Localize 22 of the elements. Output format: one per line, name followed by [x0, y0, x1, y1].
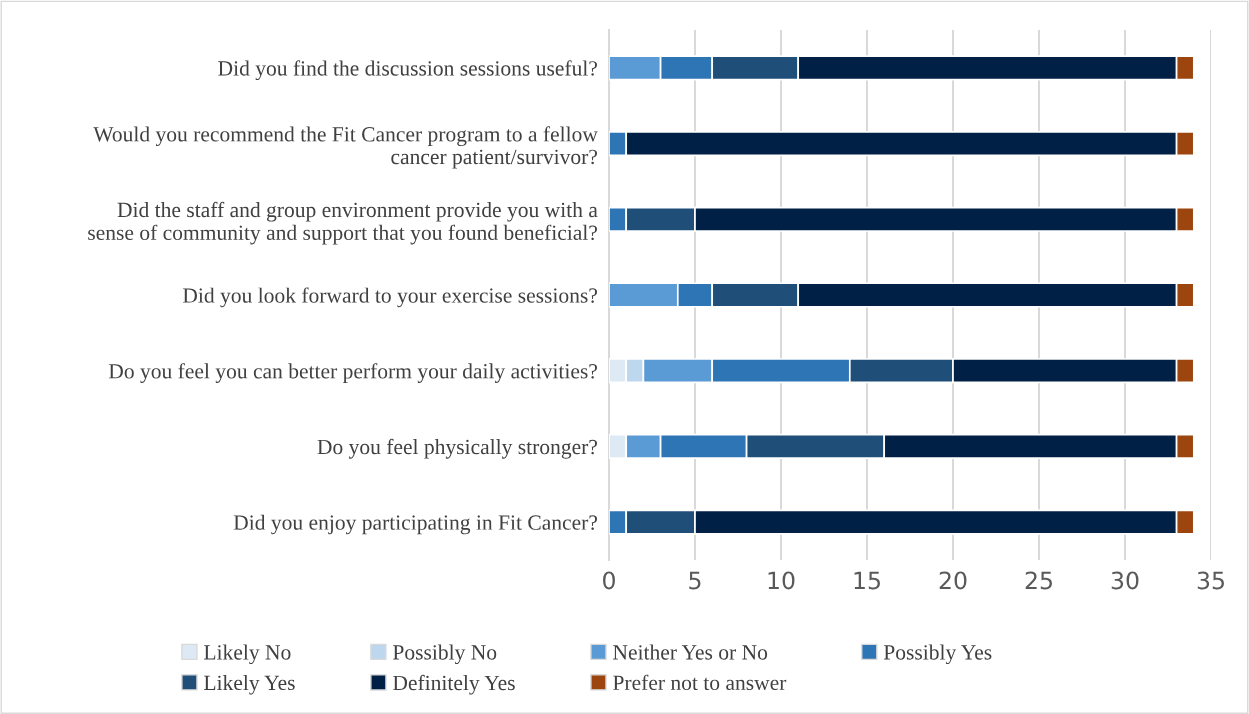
- x-tick-label: 5: [689, 571, 701, 590]
- x-tick-label: 10: [768, 571, 795, 590]
- y-tick-label: Did you look forward to your exercise sessions?: [182, 287, 597, 308]
- legend-label: Possibly Yes: [883, 644, 992, 665]
- y-tick-label: Do you feel you can better perform your daily activities?: [108, 363, 597, 383]
- legend-label: Likely Yes: [204, 674, 295, 695]
- x-tick-label: 25: [1025, 571, 1052, 590]
- legend-label: Likely No: [204, 644, 291, 665]
- legend-label: Definitely Yes: [393, 674, 515, 695]
- x-tick-label: 35: [1197, 571, 1224, 590]
- x-tick-label: 15: [854, 571, 880, 590]
- legend-label: Neither Yes or No: [613, 644, 768, 660]
- y-tick-label: Do you feel physically stronger?: [317, 438, 597, 459]
- x-tick-label: 0: [603, 571, 615, 590]
- x-tick-label: 30: [1111, 571, 1139, 590]
- legend-label: Prefer not to answer: [613, 674, 787, 691]
- legend-label: Possibly No: [393, 644, 497, 665]
- y-tick-label: Did you find the discussion sessions useful?: [218, 60, 597, 81]
- y-tick-label: Would you recommend the Fit Cancer program to a fellow cancer patient/survivor?: [93, 126, 598, 169]
- y-tick-label: Did you enjoy participating in Fit Cancer?: [233, 514, 597, 535]
- x-tick-label: 20: [939, 571, 967, 590]
- y-tick-label: Did the staff and group environment provide you with a sense of community and support that you found beneficial?: [88, 201, 598, 245]
